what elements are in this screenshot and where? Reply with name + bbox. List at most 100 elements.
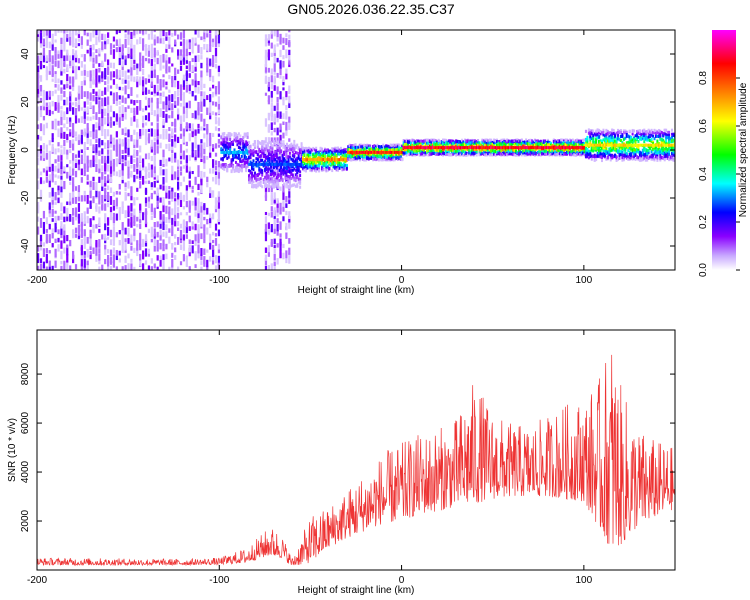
- spectrogram-cell: [353, 152, 356, 156]
- spectrogram-cell: [200, 218, 203, 227]
- spectrogram-cell: [412, 146, 415, 150]
- spectrogram-cell: [39, 32, 43, 40]
- spectrogram-cell: [39, 145, 43, 154]
- spectrogram-cell: [171, 197, 174, 202]
- spectrogram-cell: [460, 141, 463, 145]
- spectrogram-cell: [274, 177, 277, 181]
- spectrogram-cell: [285, 210, 288, 216]
- spectrogram-cell: [211, 177, 215, 182]
- spectrogram-cell: [156, 205, 159, 209]
- spectrogram-cell: [37, 55, 40, 65]
- spectrogram-cell: [237, 141, 240, 145]
- spectrogram-cell: [309, 158, 312, 162]
- spectrogram-cell: [171, 187, 174, 192]
- spectrogram-cell: [136, 247, 139, 257]
- spectrogram-cell: [48, 179, 51, 188]
- spectrogram-cell: [133, 221, 136, 227]
- spectrogram-cell: [66, 83, 69, 89]
- spectrogram-cell: [280, 165, 283, 169]
- spectrogram-cell: [379, 149, 382, 153]
- spectrogram-cell: [290, 144, 293, 148]
- spectrogram-cell: [60, 265, 63, 270]
- spectrogram-cell: [338, 152, 341, 156]
- spectrogram-cell: [101, 155, 104, 164]
- spectrogram-cell: [488, 146, 491, 150]
- spectrogram-cell: [276, 210, 279, 217]
- spectrogram-cell: [182, 43, 186, 53]
- spectrogram-cell: [112, 71, 116, 78]
- spectrogram-cell: [86, 106, 89, 114]
- spectrogram-cell: [226, 134, 229, 138]
- spectrogram-cell: [459, 143, 462, 147]
- spectrogram-cell: [256, 178, 259, 182]
- spectrogram-cell: [194, 202, 197, 211]
- spectrogram-cell: [101, 97, 104, 107]
- spectrogram-cell: [130, 31, 133, 40]
- spectrogram-cell: [217, 144, 221, 148]
- spectrogram-cell: [83, 141, 86, 151]
- spectrogram-cell: [271, 150, 274, 154]
- spectrogram-cell: [203, 30, 206, 33]
- spectrogram-cell: [331, 150, 334, 154]
- spectrogram-cell: [69, 120, 72, 127]
- spectrogram-cell: [147, 89, 151, 94]
- spectrogram-cell: [153, 170, 156, 178]
- spectrogram-cell: [74, 101, 78, 107]
- spectrogram-cell: [252, 184, 255, 188]
- spectrogram-cell: [217, 171, 221, 179]
- spectrogram-cell: [121, 236, 124, 244]
- spectrogram-cell: [490, 140, 493, 144]
- spectrogram-cell: [118, 154, 121, 163]
- spectrogram-cell: [268, 148, 271, 152]
- spectrogram-cell: [374, 153, 377, 157]
- spectrogram-cell: [150, 146, 153, 153]
- spectrogram-cell: [191, 149, 194, 158]
- spectrogram-cell: [83, 258, 86, 268]
- spectrogram-cell: [279, 123, 282, 130]
- spectrogram-cell: [285, 150, 288, 159]
- spectrogram-cell: [133, 247, 136, 254]
- spectrogram-cell: [267, 100, 270, 105]
- spectrogram-cell: [264, 247, 268, 253]
- spectrogram-cell: [491, 140, 494, 144]
- spectrogram-cell: [227, 164, 230, 168]
- spectrogram-cell: [456, 149, 459, 153]
- spectrogram-cell: [214, 30, 218, 36]
- spectrogram-cell: [39, 90, 43, 97]
- spectrogram-cell: [48, 206, 51, 214]
- spectrogram-cell: [92, 181, 95, 190]
- spectrogram-cell: [86, 132, 89, 138]
- spectrogram-cell: [405, 148, 408, 152]
- spectrogram-cell: [232, 167, 235, 171]
- spectrogram-cell: [51, 210, 54, 217]
- spectrogram-cell: [468, 146, 471, 150]
- spectrogram-cell: [342, 158, 345, 162]
- spectrogram-cell: [294, 164, 297, 168]
- spectrogram-cell: [491, 142, 494, 146]
- spectrogram-cell: [69, 117, 72, 122]
- spectrogram-cell: [162, 30, 165, 37]
- spectrogram-cell: [214, 37, 218, 46]
- spectrogram-cell: [246, 141, 249, 145]
- spectrogram-cell: [220, 142, 223, 146]
- spectrogram-cell: [42, 89, 46, 98]
- spectrogram-cell: [109, 91, 113, 96]
- spectrogram-cell: [176, 199, 180, 206]
- spectrogram-cell: [276, 30, 279, 38]
- spectrogram-cell: [206, 30, 209, 34]
- spectrogram-cell: [54, 215, 57, 224]
- spectrogram-cell: [106, 76, 110, 83]
- spectrogram-cell: [217, 103, 221, 110]
- spectrogram-cell: [171, 208, 174, 216]
- spectrogram-cell: [415, 152, 418, 156]
- spectrogram-cell: [484, 142, 487, 146]
- spectrogram-cell: [258, 161, 261, 165]
- spectrogram-cell: [206, 176, 209, 182]
- spectrogram-cell: [300, 156, 303, 160]
- spectrogram-cell: [345, 158, 348, 162]
- spectrogram-cell: [214, 165, 218, 171]
- spectrogram-cell: [288, 179, 291, 183]
- spectrogram-cell: [156, 113, 159, 122]
- spectrogram-cell: [92, 176, 95, 182]
- spectrogram-cell: [127, 36, 130, 46]
